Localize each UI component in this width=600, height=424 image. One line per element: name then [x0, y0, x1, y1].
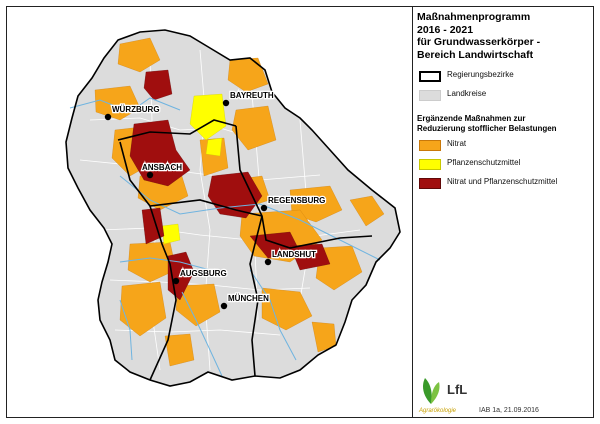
logo-text: LfL [447, 382, 468, 397]
title-line-1: Maßnahmenprogramm [417, 11, 531, 23]
legend-item-nitrat: Nitrat [417, 138, 594, 154]
boundary-legend: Regierungsbezirke Landkreise [417, 69, 594, 104]
leaf-icon [423, 378, 440, 404]
city-dot-ansbach [146, 171, 154, 179]
legend-label: Pflanzenschutzmittel [447, 158, 521, 167]
city-dot-muenchen [220, 302, 228, 310]
city-label-regensburg: REGENSBURG [268, 196, 325, 205]
legend-label: Nitrat und Pflanzenschutzmittel [447, 177, 558, 186]
city-dot-regensburg [260, 204, 268, 212]
nitrat-psm-swatch [419, 178, 441, 189]
city-markers [104, 99, 272, 310]
city-label-wuerzburg: WÜRZBURG [112, 105, 160, 114]
regierungsbezirke-swatch [419, 71, 441, 82]
legend-label: Nitrat [447, 139, 467, 148]
measures-title: Ergänzende Maßnahmen zur Reduzierung sto… [417, 114, 594, 134]
legend-item-nitrat-psm: Nitrat und Pflanzenschutzmittel [417, 176, 594, 192]
measures-title-line-2: Reduzierung stofflicher Belastungen [417, 124, 557, 133]
bavaria-map: WÜRZBURG BAYREUTH ANSBACH REGENSBURG LAN… [65, 29, 401, 387]
title-line-3: für Grundwasserkörper - [417, 36, 541, 48]
landkreise-swatch [419, 90, 441, 101]
title-line-2: 2016 - 2021 [417, 23, 474, 36]
city-label-augsburg: AUGSBURG [180, 269, 227, 278]
legend-panel: Maßnahmenprogramm 2016 - 2021 für Grundw… [412, 6, 594, 418]
nitrat-swatch [419, 140, 441, 151]
lfl-logo: LfL [419, 376, 479, 410]
city-dot-wuerzburg [104, 113, 112, 121]
credit-text: IAB 1a, 21.09.2016 [479, 407, 539, 414]
measures-legend: Nitrat Pflanzenschutzmittel Nitrat und P… [417, 138, 594, 192]
city-dot-augsburg [172, 277, 180, 285]
city-label-ansbach: ANSBACH [142, 163, 182, 172]
title-line-4: Bereich Landwirtschaft [417, 48, 534, 61]
rivers [69, 97, 381, 377]
city-dot-landshut [264, 258, 272, 266]
legend-item-psm: Pflanzenschutzmittel [417, 157, 594, 173]
city-dot-bayreuth [222, 99, 230, 107]
legend-label: Landkreise [447, 89, 487, 98]
legend-item-landkreise: Landkreise [417, 88, 594, 104]
logo-subtitle: Agrarökologie [419, 408, 457, 414]
legend-label: Regierungsbezirke [447, 70, 514, 79]
psm-swatch [419, 159, 441, 170]
city-labels: WÜRZBURG BAYREUTH ANSBACH REGENSBURG LAN… [111, 90, 327, 305]
measures-title-line-1: Ergänzende Maßnahmen zur [417, 114, 526, 123]
city-label-bayreuth: BAYREUTH [230, 91, 274, 100]
city-label-muenchen: MÜNCHEN [228, 294, 269, 303]
map-title: Maßnahmenprogramm 2016 - 2021 für Grundw… [417, 11, 594, 61]
legend-item-regierungsbezirke: Regierungsbezirke [417, 69, 594, 85]
city-label-landshut: LANDSHUT [272, 250, 316, 259]
regierungsbezirk-borders [65, 29, 401, 387]
